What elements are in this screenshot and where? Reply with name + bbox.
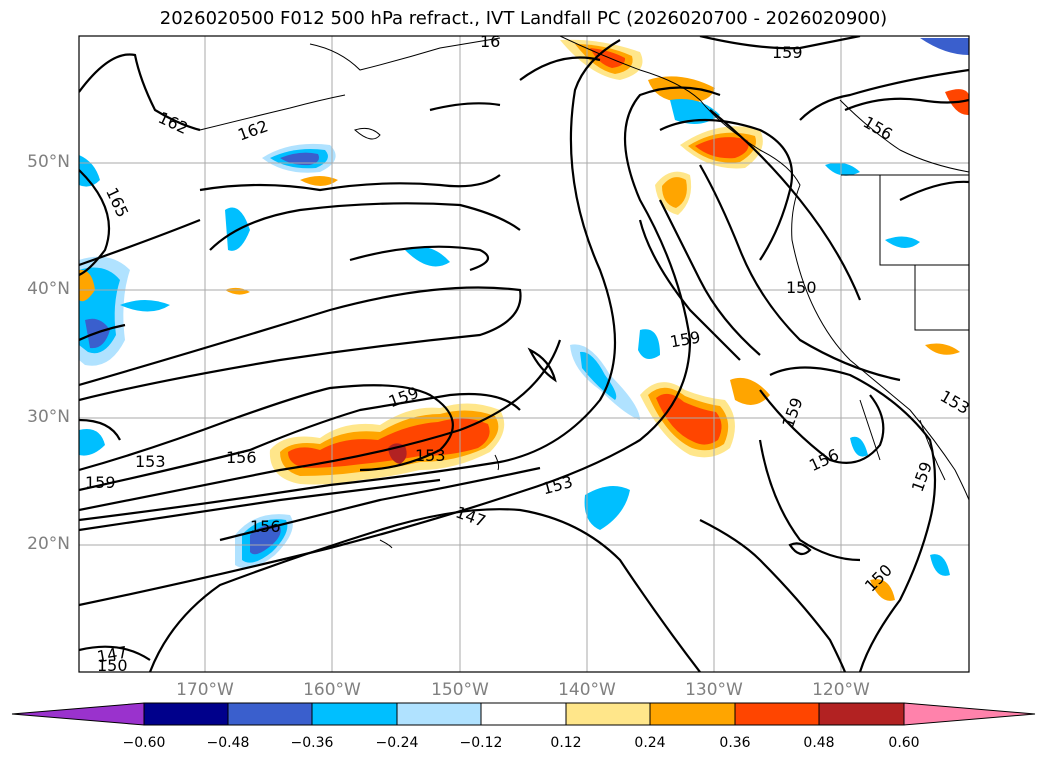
- colorbar-swatch: [565, 702, 651, 726]
- graticule: [79, 36, 969, 672]
- shaded-patches: [79, 38, 969, 601]
- contour-label: 162: [155, 108, 191, 138]
- contour-label: 153: [937, 386, 973, 418]
- colorbar-tick-label: −0.36: [290, 735, 334, 751]
- contour-label: 159: [778, 395, 806, 430]
- colorbar-extend-left: [11, 702, 145, 726]
- map-frame: [78, 35, 970, 673]
- colorbar-tick-label: −0.60: [122, 735, 166, 751]
- positive-patch: [656, 393, 722, 445]
- positive-patch: [225, 287, 250, 295]
- negative-patch: [825, 162, 860, 176]
- contour-label: 156: [806, 445, 842, 475]
- colorbar-tick-label: −0.48: [206, 735, 250, 751]
- contour-label: 159: [85, 473, 116, 492]
- colorbar-tick-label: 0.12: [550, 735, 582, 751]
- negative-patch: [850, 436, 868, 457]
- negative-patch: [670, 99, 720, 124]
- positive-patch: [730, 377, 770, 405]
- colorbar-extend-right: [903, 702, 1036, 726]
- colorbar-swatch: [143, 702, 229, 726]
- colorbar-swatch: [227, 702, 313, 726]
- contour-label: 16: [480, 32, 500, 51]
- lat-label: 40°N: [27, 279, 70, 299]
- colorbar-swatch: [396, 702, 482, 726]
- contour-label: 156: [226, 448, 257, 467]
- colorbar-tick-label: 0.48: [803, 735, 835, 751]
- positive-patch: [870, 579, 895, 601]
- positive-patch: [662, 177, 687, 208]
- negative-patch: [930, 554, 950, 576]
- positive-patch: [300, 176, 338, 186]
- negative-patch: [250, 525, 281, 555]
- lat-label: 30°N: [27, 407, 70, 427]
- colorbar-swatch: [311, 702, 398, 726]
- positive-patch: [695, 137, 749, 159]
- colorbar-tick-label: −0.12: [459, 735, 503, 751]
- colorbar-swatch: [734, 702, 820, 726]
- lon-label: 120°W: [812, 680, 870, 700]
- contour-label: 150: [786, 278, 817, 297]
- lon-label: 140°W: [558, 680, 616, 700]
- negative-patch: [584, 486, 630, 530]
- contour-label: 159: [386, 383, 421, 411]
- lat-label: 20°N: [27, 534, 70, 554]
- colorbar: [11, 702, 1036, 726]
- colorbar-swatch: [480, 702, 567, 726]
- negative-patch: [638, 329, 660, 359]
- lon-label: 150°W: [431, 680, 489, 700]
- contour-label: 147: [453, 503, 488, 531]
- positive-patch: [925, 343, 960, 355]
- colorbar-swatch: [649, 702, 736, 726]
- coastlines: [199, 36, 969, 549]
- contour-label: 150: [97, 656, 128, 675]
- negative-patch: [79, 429, 105, 456]
- lon-label: 130°W: [685, 680, 743, 700]
- contour-label: 153: [415, 446, 446, 465]
- lon-label: 170°W: [176, 680, 234, 700]
- negative-patch: [280, 152, 319, 166]
- negative-patch: [885, 236, 920, 249]
- contour-label: 159: [908, 459, 936, 494]
- lon-label: 160°W: [303, 680, 361, 700]
- positive-patch: [648, 76, 715, 103]
- positive-patch: [79, 269, 95, 302]
- figure-title: 2026020500 F012 500 hPa refract., IVT La…: [159, 8, 888, 29]
- contour-label-group: 162 162 165 159 156 150 159 159 153 156 …: [85, 32, 973, 675]
- colorbar-tick-label: 0.60: [888, 735, 920, 751]
- colorbar-tick-label: 0.36: [719, 735, 751, 751]
- negative-patch: [405, 246, 450, 267]
- contour-label: 162: [235, 116, 270, 144]
- colorbar-tick-label: 0.24: [634, 735, 666, 751]
- negative-patch: [920, 38, 969, 55]
- contour-label: 153: [540, 472, 574, 498]
- contour-label: 159: [668, 327, 701, 351]
- contour-lines: [79, 36, 969, 672]
- colorbar-tick-label: −0.24: [375, 735, 419, 751]
- contour-label: 159: [772, 43, 803, 62]
- lat-label: 50°N: [27, 152, 70, 172]
- contour-label: 156: [250, 517, 281, 536]
- colorbar-swatch: [818, 702, 905, 726]
- negative-patch: [120, 300, 170, 312]
- contour-label: 153: [135, 452, 166, 471]
- positive-patch: [288, 418, 490, 468]
- contour-label: 156: [860, 112, 896, 144]
